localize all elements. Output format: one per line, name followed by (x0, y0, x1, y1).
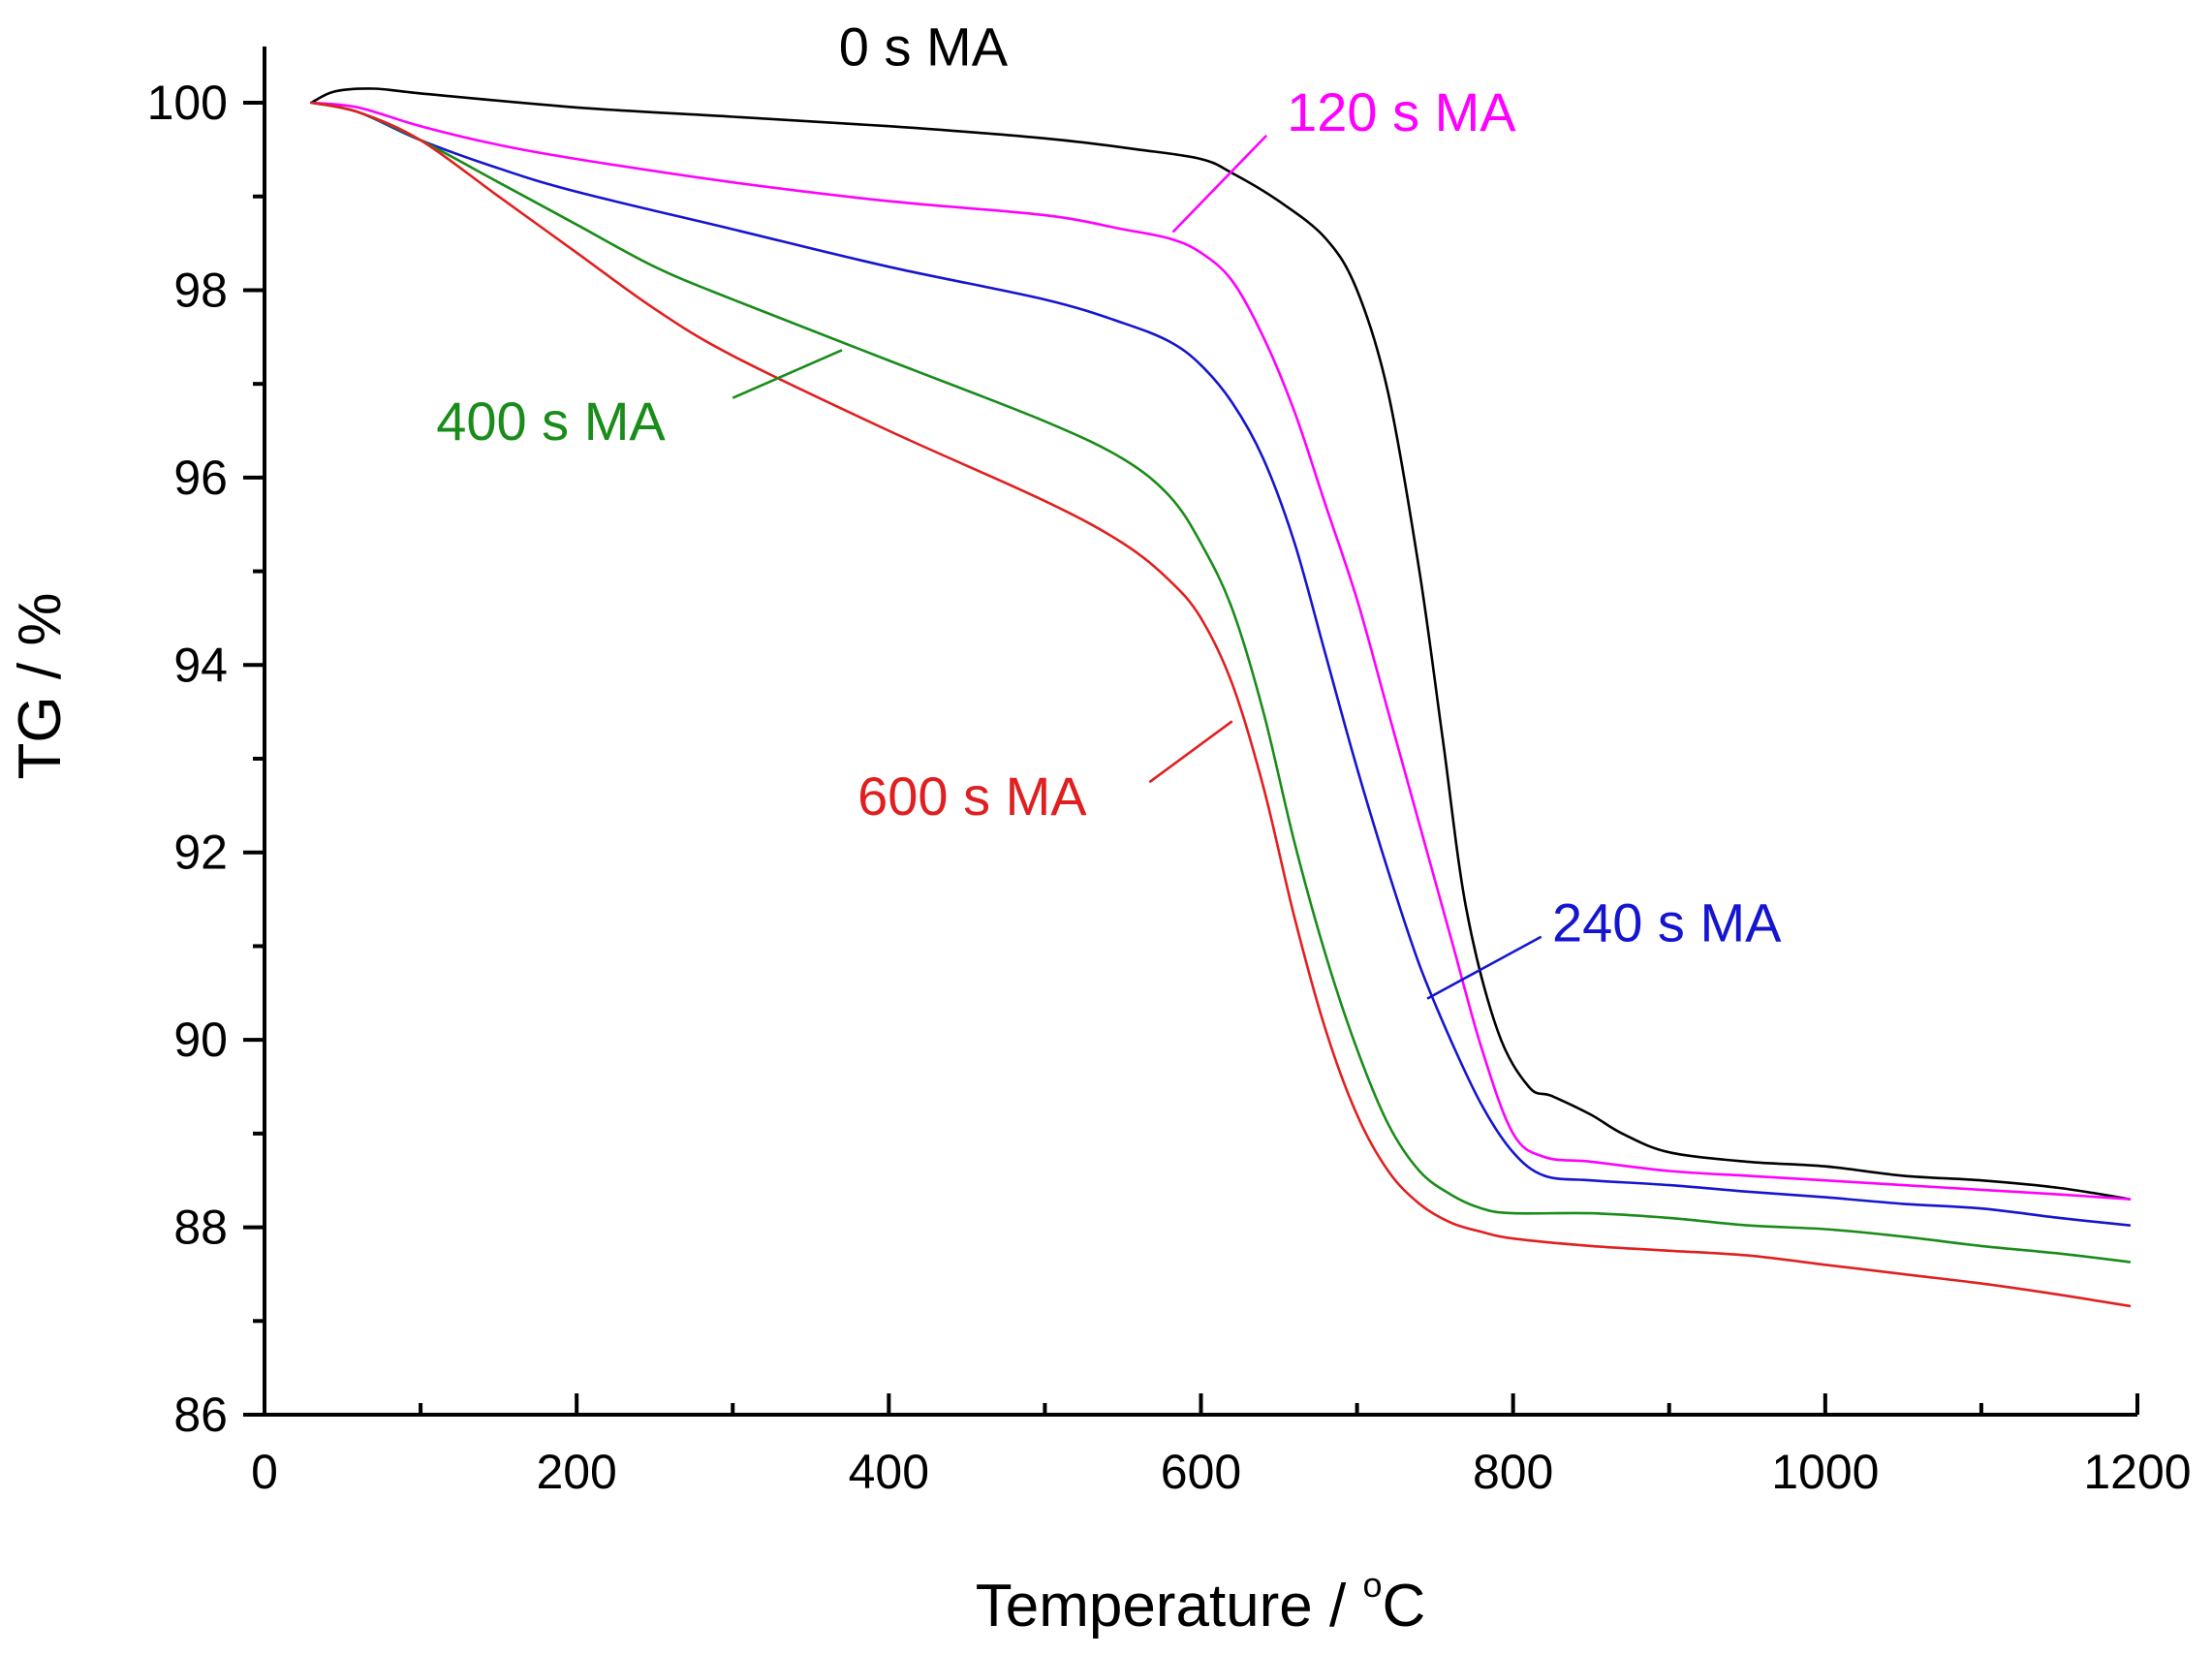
series-line-600-s-ma (310, 101, 2132, 1308)
series-label-600-s-ma: 600 s MA (857, 765, 1087, 827)
series-line-0-s-ma (310, 87, 2132, 1201)
y-tick-label: 90 (173, 1013, 228, 1067)
series-label-400-s-ma: 400 s MA (436, 390, 666, 452)
y-tick-label: 96 (173, 451, 228, 505)
series-layer (310, 87, 2132, 1308)
x-tick-label: 600 (1161, 1445, 1241, 1499)
annotation-layer: 0 s MA 120 s MA 240 s MA 400 s MA 600 s MA (436, 16, 1782, 1000)
series-line-400-s-ma (310, 101, 2132, 1264)
y-tick-label: 100 (147, 76, 228, 130)
leader-line-240-s-ma (1426, 935, 1542, 1000)
y-tick-label: 92 (173, 826, 228, 880)
y-tick-label: 94 (173, 638, 228, 692)
x-tick-label: 200 (536, 1445, 616, 1499)
x-tick-label: 1000 (1771, 1445, 1879, 1499)
x-tick-label: 400 (849, 1445, 929, 1499)
series-line-120-s-ma (310, 101, 2132, 1201)
x-tick-label: 1200 (2083, 1445, 2191, 1499)
y-tick-label: 98 (173, 263, 228, 317)
x-axis-title: Temperature / oC (976, 1565, 1426, 1639)
leader-line-400-s-ma (732, 349, 843, 399)
leader-line-120-s-ma (1171, 134, 1268, 234)
x-tick-label: 0 (251, 1445, 278, 1499)
series-label-0-s-ma: 0 s MA (839, 16, 1009, 77)
x-axis-title-text: Temperature / (976, 1573, 1363, 1639)
x-axis-title-degree: o (1362, 1565, 1382, 1605)
series-label-240-s-ma: 240 s MA (1552, 892, 1782, 953)
leader-line-600-s-ma (1148, 720, 1233, 784)
y-tick-label: 86 (173, 1388, 228, 1442)
series-line-240-s-ma (310, 101, 2132, 1227)
y-axis-title: TG / % (7, 593, 74, 780)
y-tick-label: 88 (173, 1201, 228, 1255)
ticks-layer: 0 200 400 600 800 1000 1200 86 88 90 92 94 96 98 100 (147, 76, 2192, 1499)
x-axis-title-unit: C (1382, 1573, 1425, 1639)
x-tick-label: 800 (1473, 1445, 1553, 1499)
series-label-120-s-ma: 120 s MA (1287, 81, 1516, 142)
